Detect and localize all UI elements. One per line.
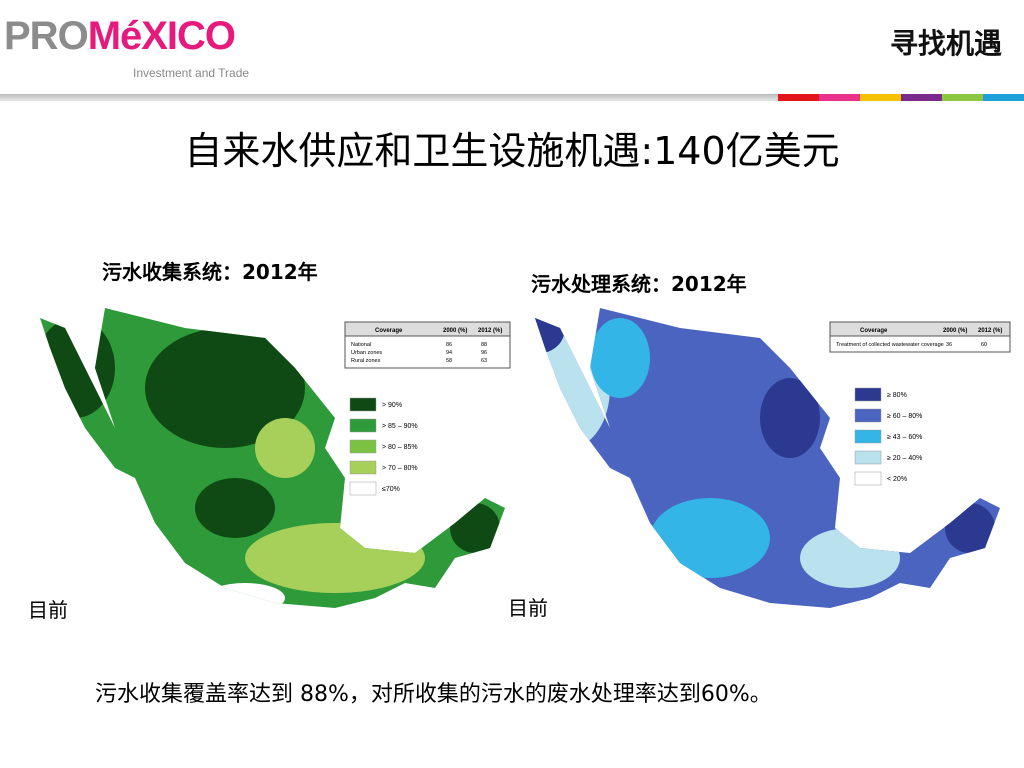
table-cell: 63 (481, 358, 487, 364)
table-cell: 86 (446, 342, 452, 348)
legend-label: > 70 – 80% (382, 465, 418, 472)
table-cell: Urban zones (351, 350, 382, 356)
coverage-table: Coverage 2000 (%) 2012 (%) Treatment of col… (829, 321, 1011, 353)
legend-label: ≥ 60 – 80% (887, 413, 922, 420)
map-note: 目前 (508, 596, 548, 620)
maps: Coverage 2000 (%) 2012 (%) National 86 88 Urba… (40, 308, 1011, 608)
tagline: Investment and Trade (133, 66, 250, 80)
legend-swatch (349, 481, 377, 496)
table-header: 2000 (%) (443, 328, 467, 334)
legend-label: ≤70% (382, 486, 400, 493)
logo: PROMéXICO (4, 14, 236, 59)
slogan: 寻找机遇 (889, 27, 1002, 60)
legend-label: < 20% (887, 476, 907, 483)
summary: 污水收集覆盖率达到 88%，对所收集的污水的废水处理率达到60%。 (95, 682, 772, 707)
table-header: 2012 (%) (978, 328, 1002, 334)
table-cell: 94 (446, 350, 452, 356)
legend-label: ≥ 20 – 40% (887, 455, 922, 462)
legend-swatch (854, 429, 882, 444)
legend-swatch (349, 418, 377, 433)
table-head (344, 321, 511, 337)
table-cell: Treatment of collected wastewater covera… (836, 342, 944, 348)
map-title: 污水处理系统：2012年 (531, 272, 747, 296)
legend-swatch (854, 387, 882, 402)
coverage-table: Coverage 2000 (%) 2012 (%) National 86 88 Urba… (344, 321, 511, 369)
color-stripes (778, 94, 1024, 101)
table-cell: National (351, 342, 371, 348)
map-note: 目前 (28, 598, 68, 622)
logo-mexico: MéXICO (87, 14, 236, 58)
table-header: Coverage (375, 328, 403, 334)
legend: > 90% > 85 – 90% > 80 – 85% > 70 – 80% ≤70% (349, 397, 418, 496)
legend-swatch (854, 450, 882, 465)
table-cell: 60 (981, 342, 987, 348)
legend-label: > 80 – 85% (382, 444, 418, 451)
table-cell: 36 (946, 342, 952, 348)
table-cell: 88 (481, 342, 487, 348)
table-cell: 58 (446, 358, 452, 364)
legend-label: ≥ 43 – 60% (887, 434, 922, 441)
legend: ≥ 80% ≥ 60 – 80% ≥ 43 – 60% ≥ 20 – 40% < 20% (854, 387, 922, 486)
map-title: 污水收集系统：2012年 (102, 260, 318, 284)
table-header: 2012 (%) (478, 328, 502, 334)
legend-label: > 85 – 90% (382, 423, 418, 430)
legend-swatch (349, 439, 377, 454)
table-head (829, 321, 1011, 337)
table-header: Coverage (860, 328, 888, 334)
slide-title: 自来水供应和卫生设施机遇:140亿美元 (184, 129, 840, 173)
table-cell: Rural zones (351, 358, 381, 364)
legend-label: ≥ 80% (887, 392, 907, 399)
legend-swatch (854, 408, 882, 423)
table-header: 2000 (%) (943, 328, 967, 334)
legend-swatch (349, 397, 377, 412)
logo-pro: PRO (4, 14, 89, 58)
legend-label: > 90% (382, 402, 402, 409)
header-bar (0, 94, 778, 101)
legend-swatch (349, 460, 377, 475)
table-cell: 96 (481, 350, 487, 356)
legend-swatch (854, 471, 882, 486)
